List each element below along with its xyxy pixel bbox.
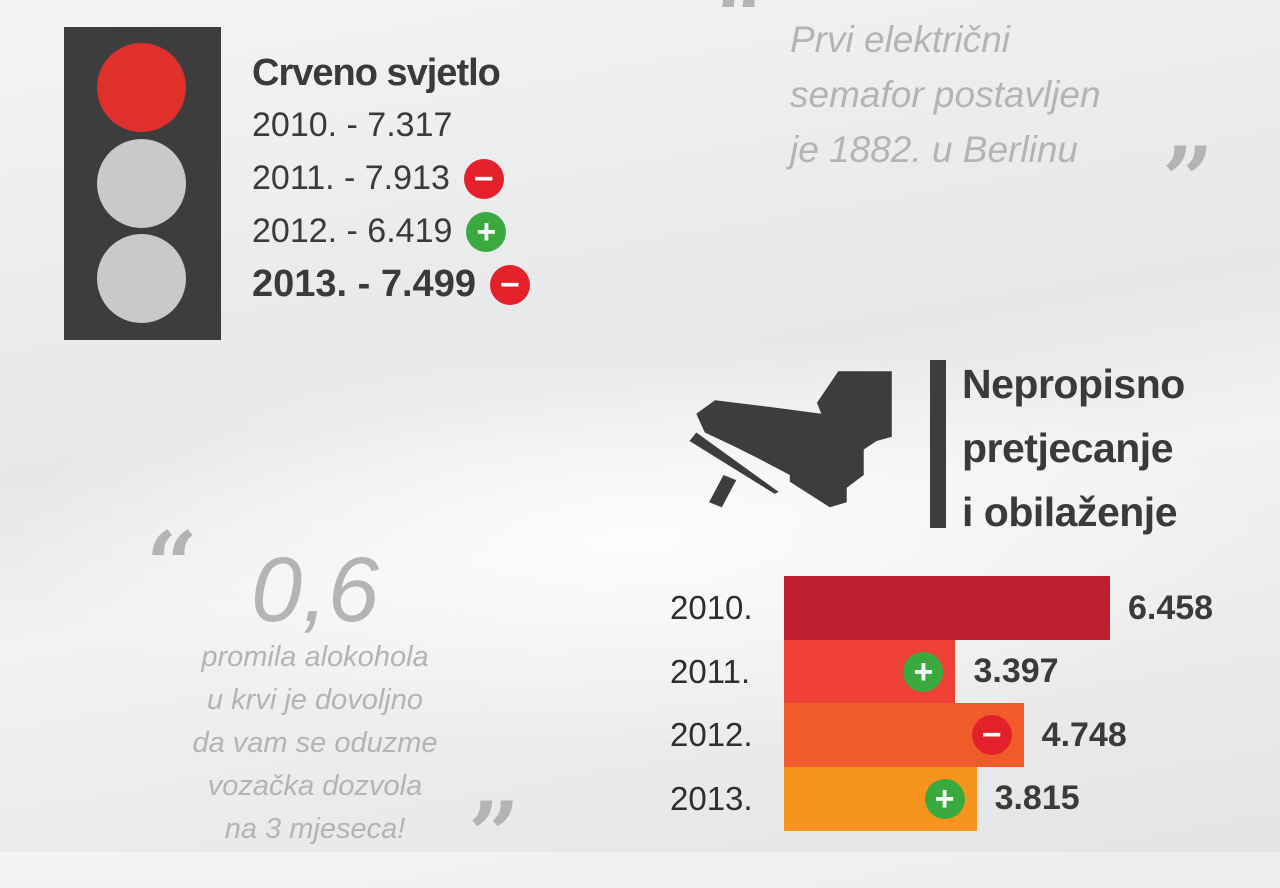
bar-row: 2010. 6.458 (670, 576, 1213, 640)
category-label: 2010. (670, 589, 753, 626)
title-line: pretjecanje (962, 425, 1173, 471)
value-label: 3.397 (973, 652, 1059, 690)
red-light-title: Crveno svjetlo (252, 52, 501, 94)
open-quote-icon: “ (716, 0, 768, 70)
minus-icon: − (463, 158, 504, 199)
fact-line: vozačka dozvola (207, 770, 423, 802)
red-light-section: Crveno svjetlo 2010. - 7.317 2011. - 7.91… (252, 52, 530, 311)
fact-line: na 3 mjeseca! (224, 813, 406, 845)
minus-icon: − (489, 264, 530, 305)
red-light-row-text: 2013. - 7.499 (252, 263, 476, 305)
traffic-light-fact: Prvi električni semafor postavljen je 18… (790, 12, 1101, 177)
bar (784, 576, 1110, 640)
category-label: 2013. (670, 779, 753, 817)
bar: − (784, 703, 1024, 767)
red-light-row: 2010. - 7.317 (252, 99, 530, 152)
close-quote-icon: ” (468, 782, 520, 888)
fact-line: semafor postavljen (790, 74, 1101, 115)
plus-icon: + (466, 211, 507, 252)
open-quote-icon: “ (146, 512, 198, 618)
value-label: 4.748 (1041, 715, 1127, 754)
minus-icon: − (971, 715, 1012, 755)
background-swoosh (0, 330, 1280, 750)
green-lamp-off (97, 234, 186, 323)
overtaking-title: Nepropisno pretjecanje i obilaženje (962, 352, 1185, 544)
alcohol-limit-number: 0,6 (251, 539, 379, 641)
red-lamp (97, 43, 186, 132)
bar: + (784, 766, 977, 831)
close-quote-icon: ” (1162, 127, 1214, 233)
red-light-row: 2012. - 6.419 + (252, 205, 530, 258)
yellow-lamp-off (97, 139, 186, 228)
fact-line: Prvi električni (790, 19, 1010, 60)
traffic-light-icon (64, 27, 221, 340)
red-light-row-text: 2012. - 6.419 (252, 212, 453, 250)
bar-row: 2012. −4.748 (670, 703, 1127, 767)
title-divider (930, 360, 946, 528)
value-label: 3.815 (994, 779, 1080, 817)
red-light-row-text: 2011. - 7.913 (252, 159, 450, 197)
alcohol-fact: promila alokohola u krvi je dovoljno da … (150, 636, 480, 851)
bar-row: 2013. +3.815 (670, 766, 1080, 831)
fact-line: u krvi je dovoljno (207, 684, 423, 716)
red-light-row: 2013. - 7.499− (252, 258, 530, 311)
bar-row: 2011. +3.397 (670, 639, 1059, 704)
red-light-row-text: 2010. - 7.317 (252, 106, 453, 144)
value-label: 6.458 (1128, 588, 1214, 627)
title-line: i obilaženje (962, 489, 1177, 535)
red-light-row: 2011. - 7.913− (252, 152, 530, 205)
plus-icon: + (924, 778, 965, 819)
title-line: Nepropisno (962, 361, 1185, 407)
fact-line: da vam se oduzme (192, 727, 438, 759)
plus-icon: + (903, 651, 944, 692)
category-label: 2011. (670, 652, 751, 690)
fact-line: je 1882. u Berlinu (790, 129, 1078, 170)
category-label: 2012. (670, 716, 753, 753)
boot-on-pedal-icon (689, 371, 892, 508)
bar: + (784, 639, 956, 704)
fact-line: promila alokohola (201, 641, 429, 673)
